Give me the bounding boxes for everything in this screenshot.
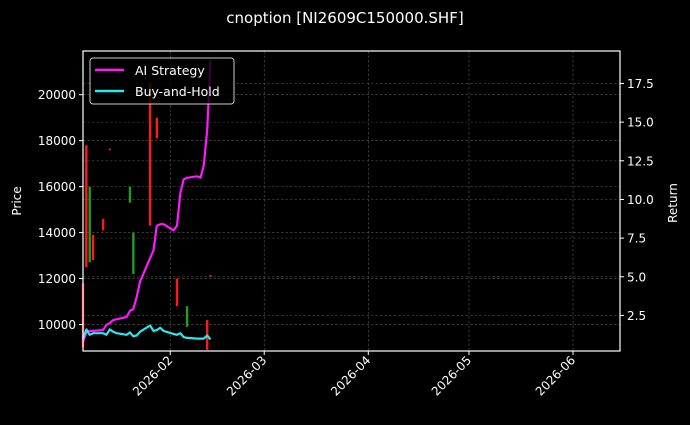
- candle-down: [155, 117, 159, 139]
- x-axis: 2026-02 2026-03 2026-04 2026-05 2026-06: [130, 351, 578, 399]
- x-tick-label: 2026-06: [533, 353, 578, 398]
- chart-title: cnoption [NI2609C150000.SHF]: [226, 9, 463, 27]
- y-left-tick-label: 18000: [38, 134, 76, 148]
- x-tick-label: 2026-04: [328, 353, 373, 398]
- y-right-tick-label: 5.0: [627, 270, 646, 284]
- x-tick-label: 2026-03: [224, 353, 269, 398]
- grid-lines: [83, 51, 620, 351]
- candle-up: [128, 186, 132, 203]
- y-right-tick-label: 15.0: [627, 116, 654, 130]
- y-left-tick-label: 10000: [38, 318, 76, 332]
- candle-down: [101, 218, 105, 231]
- y-right-tick-label: 7.5: [627, 232, 646, 246]
- y-right-tick-label: 12.5: [627, 154, 654, 168]
- series-line-buy-and-hold: [81, 324, 212, 341]
- candle-down: [175, 278, 179, 307]
- legend-label-ai-strategy: AI Strategy: [135, 63, 205, 78]
- candle-down: [148, 83, 152, 226]
- y-right-tick-label: 17.5: [627, 77, 654, 91]
- series-lines: [81, 60, 212, 343]
- candle-down: [108, 148, 112, 151]
- plot-frame: [82, 50, 621, 352]
- y-left-tick-label: 20000: [38, 88, 76, 102]
- y-axis-left-label: Price: [10, 186, 24, 215]
- y-axis-right: 2.5 5.0 7.5 10.0 12.5 15.0 17.5: [620, 77, 654, 323]
- candle-down: [209, 275, 212, 277]
- candle-up: [88, 186, 91, 263]
- x-tick-label: 2026-02: [130, 353, 175, 398]
- legend: AI Strategy Buy-and-Hold: [89, 57, 235, 105]
- y-axis-left: 10000 12000 14000 16000 18000 20000: [38, 88, 83, 332]
- y-left-tick-label: 16000: [38, 180, 76, 194]
- candle-down: [91, 234, 95, 261]
- y-right-tick-label: 2.5: [627, 309, 646, 323]
- candle-down: [85, 145, 88, 268]
- legend-box: [89, 57, 235, 105]
- y-left-tick-label: 14000: [38, 226, 76, 240]
- legend-label-buy-and-hold: Buy-and-Hold: [135, 84, 220, 99]
- y-left-tick-label: 12000: [38, 272, 76, 286]
- x-tick-label: 2026-05: [429, 353, 474, 398]
- y-right-tick-label: 10.0: [627, 193, 654, 207]
- candle-up: [132, 232, 135, 274]
- series-line-ai-strategy: [81, 60, 212, 343]
- candle-up: [185, 306, 189, 327]
- y-axis-right-label: Return: [666, 183, 680, 223]
